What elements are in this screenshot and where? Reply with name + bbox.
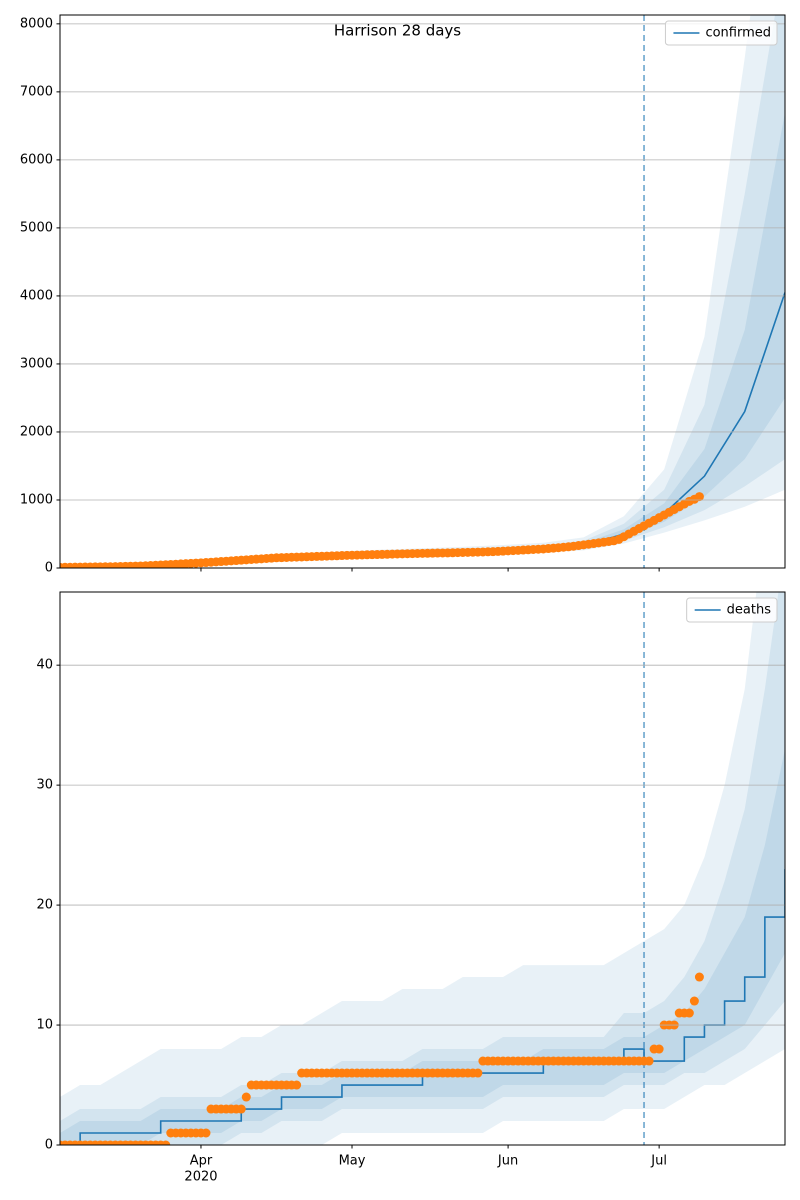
- axes-frame: [59, 14, 786, 569]
- observed-point: [236, 1104, 246, 1114]
- y-tick-label: 8000: [20, 16, 53, 31]
- legend-box: [664, 20, 778, 46]
- observed-point: [161, 1140, 171, 1145]
- confidence-band: [60, 15, 785, 568]
- confidence-band: [60, 112, 785, 568]
- y-tick-label: 10: [36, 1018, 53, 1033]
- y-tick-label: 4000: [20, 288, 53, 303]
- confidence-band: [60, 15, 785, 568]
- x-tick-label: May: [339, 1154, 366, 1169]
- observed-point: [654, 1044, 664, 1054]
- observed-point: [689, 996, 699, 1006]
- observed-point: [644, 1056, 654, 1066]
- axes-frame: [59, 591, 786, 1146]
- y-tick-label: 2000: [20, 424, 53, 439]
- observed-point: [241, 1092, 251, 1102]
- x-tick-sublabel: 2020: [184, 1170, 217, 1185]
- observed-point: [694, 972, 704, 982]
- confidence-band: [60, 592, 785, 1145]
- y-tick-label: 0: [45, 1138, 53, 1153]
- confidence-band: [60, 749, 785, 1145]
- observed-point: [292, 1080, 302, 1090]
- observed-point: [694, 492, 704, 502]
- plot-area: [60, 15, 785, 568]
- y-tick-label: 0: [45, 561, 53, 576]
- y-tick-label: 7000: [20, 84, 53, 99]
- legend: confirmed: [664, 20, 778, 46]
- observed-point: [201, 1128, 211, 1138]
- y-tick-label: 20: [36, 898, 53, 913]
- x-tick-label: Apr: [190, 1154, 213, 1169]
- y-tick-label: 3000: [20, 356, 53, 371]
- legend-label: deaths: [727, 603, 772, 618]
- x-tick-label: Jul: [650, 1154, 667, 1169]
- y-tick-label: 30: [36, 778, 53, 793]
- y-tick-label: 1000: [20, 492, 53, 507]
- y-tick-label: 40: [36, 658, 53, 673]
- legend-box: [686, 597, 778, 623]
- chart-title: Harrison 28 days: [334, 22, 461, 40]
- legend: deaths: [686, 597, 778, 623]
- x-tick-label: Jun: [497, 1154, 518, 1169]
- legend-label: confirmed: [705, 26, 771, 41]
- y-tick-label: 6000: [20, 152, 53, 167]
- observed-point: [684, 1008, 694, 1018]
- observed-point: [473, 1068, 483, 1078]
- y-tick-label: 5000: [20, 220, 53, 235]
- plot-area: [60, 592, 785, 1145]
